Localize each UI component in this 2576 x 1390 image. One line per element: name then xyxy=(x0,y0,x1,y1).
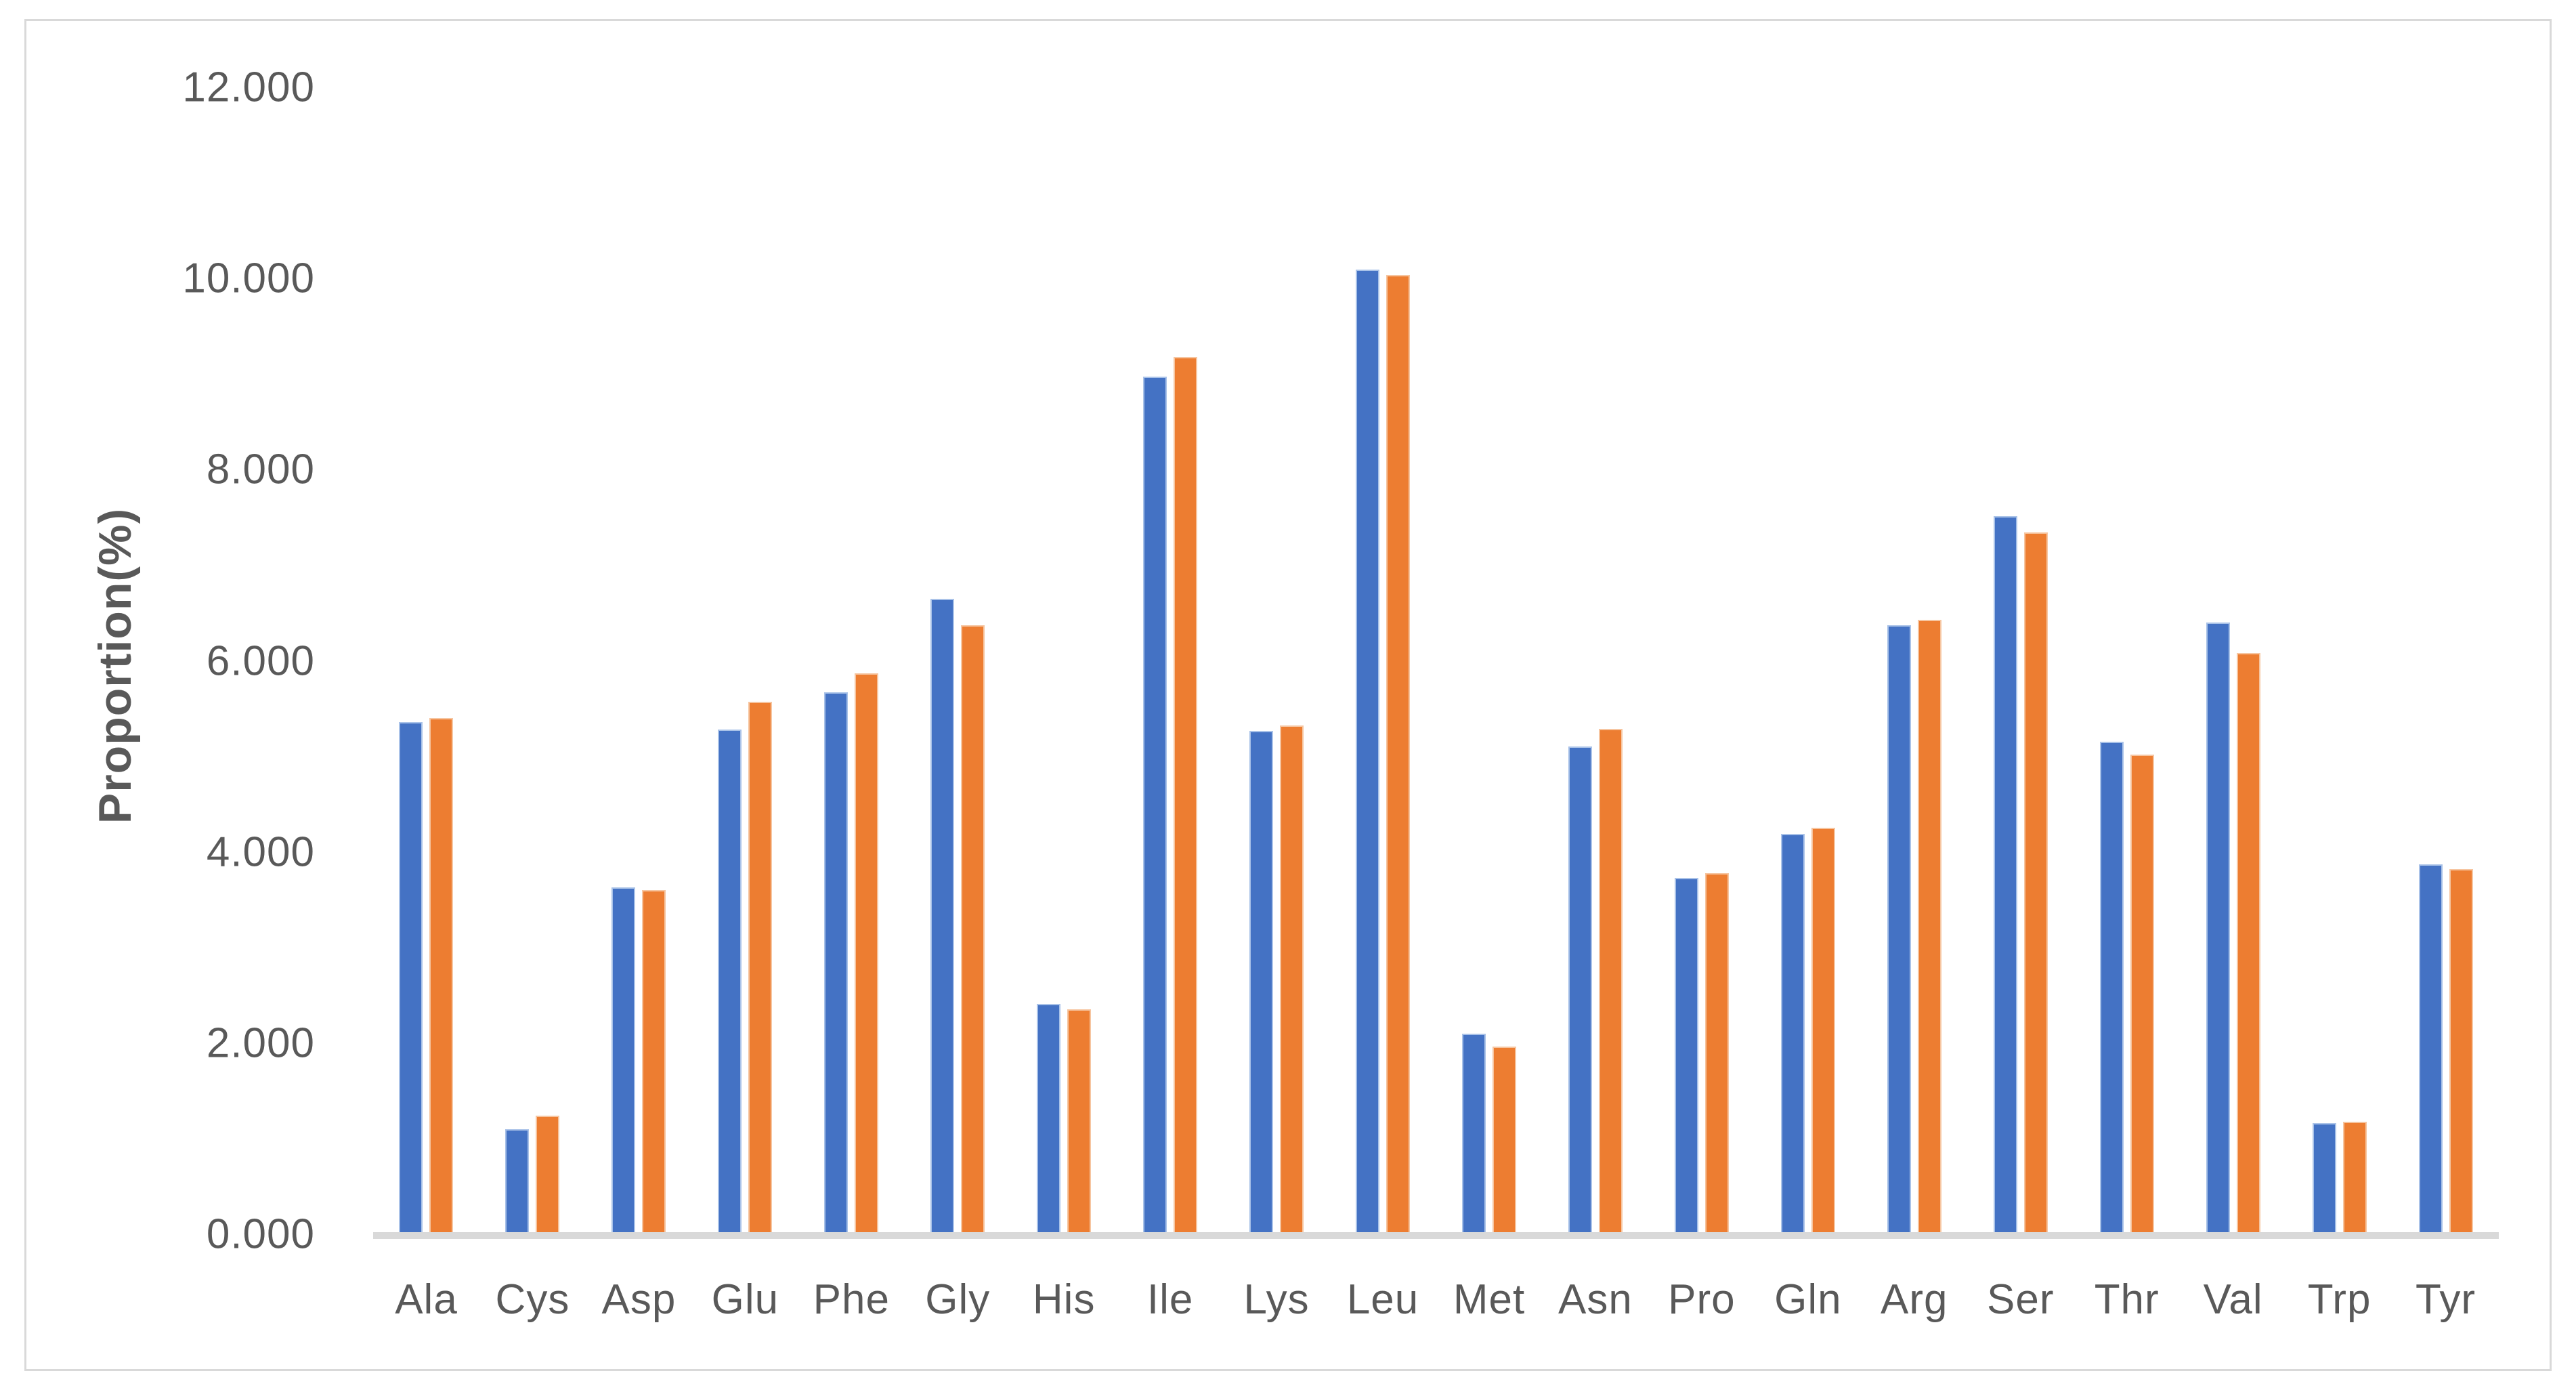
bar-series1-gly xyxy=(930,598,955,1234)
bar-series1-his xyxy=(1037,1004,1061,1234)
bar-series1-trp xyxy=(2312,1123,2336,1234)
bar-series1-ser xyxy=(1993,516,2017,1234)
bar-series1-thr xyxy=(2099,742,2124,1234)
bar-series2-met xyxy=(1493,1047,1516,1234)
bar-series2-asp xyxy=(642,890,666,1234)
bar-series2-tyr xyxy=(2449,869,2473,1234)
x-category-label-ile: Ile xyxy=(1146,1276,1194,1323)
bar-series1-asp xyxy=(611,887,636,1234)
x-axis-line xyxy=(373,1232,2499,1239)
bar-series2-lys xyxy=(1280,725,1304,1234)
bar-group-ile xyxy=(1117,87,1224,1234)
bar-group-gln xyxy=(1755,87,1861,1234)
bar-group-asn xyxy=(1542,87,1648,1234)
x-category-label-val: Val xyxy=(2203,1276,2263,1323)
bar-group-trp xyxy=(2286,87,2392,1234)
bar-series2-gln xyxy=(1811,828,1835,1234)
bar-series1-glu xyxy=(718,730,742,1234)
y-tick-label: 0.000 xyxy=(206,1210,315,1258)
bar-group-ala xyxy=(373,87,479,1234)
bar-group-val xyxy=(2180,87,2286,1234)
bar-series1-phe xyxy=(824,692,849,1234)
x-category-label-ser: Ser xyxy=(1987,1276,2055,1323)
y-tick-label: 8.000 xyxy=(206,446,315,493)
bar-series1-arg xyxy=(1887,625,1911,1234)
y-tick-label: 12.000 xyxy=(182,64,315,111)
x-category-label-trp: Trp xyxy=(2307,1276,2371,1323)
bar-group-gly xyxy=(905,87,1011,1234)
x-category-label-asp: Asp xyxy=(601,1276,677,1323)
bar-series2-thr xyxy=(2130,754,2154,1234)
bar-series1-tyr xyxy=(2418,864,2443,1234)
x-category-label-his: His xyxy=(1032,1276,1096,1323)
plot-area xyxy=(373,87,2499,1239)
bar-group-met xyxy=(1436,87,1543,1234)
bar-series1-leu xyxy=(1356,270,1380,1234)
bar-series1-met xyxy=(1462,1033,1486,1234)
bar-series2-arg xyxy=(1917,619,1941,1234)
bar-series2-his xyxy=(1067,1009,1092,1234)
bar-series2-trp xyxy=(2342,1121,2367,1234)
x-category-label-met: Met xyxy=(1453,1276,1526,1323)
bar-group-asp xyxy=(586,87,692,1234)
bar-series2-asn xyxy=(1598,728,1623,1234)
bar-series2-pro xyxy=(1704,872,1729,1234)
bar-group-thr xyxy=(2074,87,2180,1234)
x-category-label-thr: Thr xyxy=(2094,1276,2160,1323)
bar-series1-asn xyxy=(1568,746,1592,1234)
bar-series1-pro xyxy=(1674,877,1698,1234)
bar-series1-ala xyxy=(399,721,423,1234)
bar-group-lys xyxy=(1224,87,1330,1234)
bar-group-tyr xyxy=(2392,87,2499,1234)
bar-series2-gly xyxy=(961,625,985,1234)
bar-series1-lys xyxy=(1249,730,1274,1234)
y-tick-label: 10.000 xyxy=(182,255,315,302)
bar-series2-leu xyxy=(1386,274,1411,1234)
bar-series1-ile xyxy=(1143,377,1167,1234)
bar-series1-gln xyxy=(1780,833,1805,1234)
bar-series2-val xyxy=(2236,653,2260,1234)
bar-group-cys xyxy=(479,87,586,1234)
bar-group-glu xyxy=(692,87,798,1234)
x-category-label-lys: Lys xyxy=(1243,1276,1310,1323)
x-category-label-phe: Phe xyxy=(813,1276,890,1323)
bar-series2-phe xyxy=(855,673,879,1234)
bar-group-ser xyxy=(1967,87,2074,1234)
bar-series2-cys xyxy=(536,1116,560,1234)
bar-group-arg xyxy=(1861,87,1967,1234)
bar-series2-ala xyxy=(429,718,454,1234)
bar-group-phe xyxy=(798,87,905,1234)
y-tick-label: 2.000 xyxy=(206,1019,315,1067)
bar-groups xyxy=(373,87,2499,1234)
x-category-label-arg: Arg xyxy=(1881,1276,1948,1323)
x-category-label-tyr: Tyr xyxy=(2415,1276,2476,1323)
x-category-label-glu: Glu xyxy=(711,1276,779,1323)
bar-group-pro xyxy=(1648,87,1755,1234)
x-category-label-leu: Leu xyxy=(1346,1276,1419,1323)
bar-series1-val xyxy=(2206,623,2230,1234)
x-category-label-pro: Pro xyxy=(1668,1276,1736,1323)
bar-series1-cys xyxy=(505,1129,530,1234)
bar-group-leu xyxy=(1330,87,1436,1234)
bar-series2-glu xyxy=(748,702,773,1234)
x-category-label-cys: Cys xyxy=(495,1276,570,1323)
y-tick-label: 4.000 xyxy=(206,828,315,876)
y-tick-label: 6.000 xyxy=(206,637,315,684)
bar-series2-ser xyxy=(2023,532,2048,1234)
bar-series2-ile xyxy=(1174,356,1198,1234)
y-axis-title: Proportion(%) xyxy=(89,507,141,824)
x-category-label-gln: Gln xyxy=(1774,1276,1842,1323)
x-category-label-asn: Asn xyxy=(1558,1276,1633,1323)
x-category-label-gly: Gly xyxy=(925,1276,991,1323)
bar-group-his xyxy=(1011,87,1117,1234)
x-category-label-ala: Ala xyxy=(395,1276,458,1323)
